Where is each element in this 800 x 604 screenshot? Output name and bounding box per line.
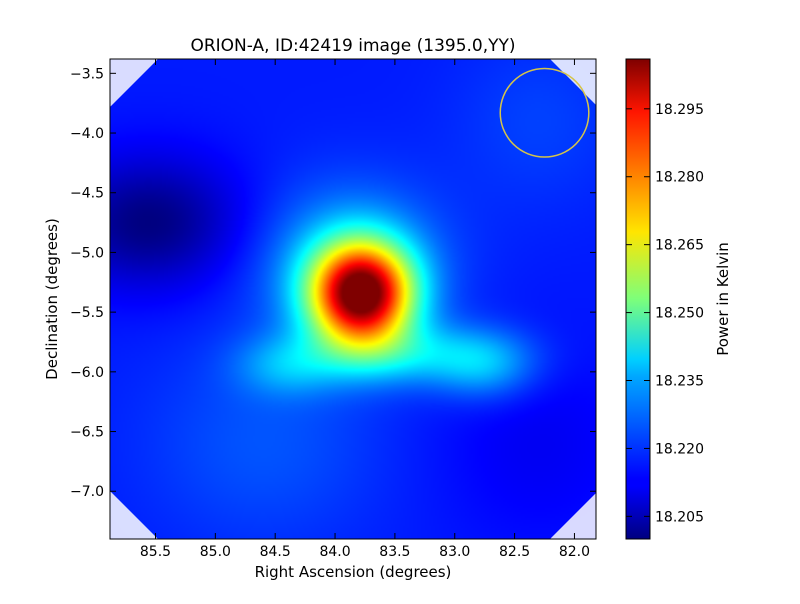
x-tick-label: 85.5	[140, 544, 171, 560]
colorbar-tick-label: 18.280	[655, 170, 704, 186]
corner-mask-bottom-left	[110, 491, 158, 539]
y-tick-label: −7.0	[70, 484, 104, 500]
x-tick-label: 83.0	[439, 544, 470, 560]
x-tick-label: 83.5	[379, 544, 410, 560]
x-axis-ticks: 85.5 85.0 84.5 84.0 83.5 83.0 82.5 82.0	[140, 59, 590, 560]
y-tick-label: −4.0	[70, 126, 104, 142]
plot-frame	[109, 58, 597, 540]
x-tick-label: 82.5	[499, 544, 530, 560]
beam-circle	[499, 67, 590, 158]
corner-mask-top-left	[110, 59, 158, 107]
colorbar-tick-label: 18.235	[655, 374, 704, 390]
y-tick-label: −6.5	[70, 425, 104, 441]
colorbar-ticks: 18.205 18.220 18.235 18.250 18.265 18.280 18.2…	[626, 102, 704, 525]
y-axis-ticks: −3.5 −4.0 −4.5 −5.0 −5.5 −6.0 −6.5 −7.0	[70, 66, 596, 500]
y-tick-label: −3.5	[70, 66, 104, 82]
colorbar-tick-label: 18.265	[655, 238, 704, 254]
x-tick-label: 84.0	[319, 544, 350, 560]
y-tick-label: −6.0	[70, 365, 104, 381]
colorbar-label: Power in Kelvin	[714, 242, 732, 356]
colorbar-tick-label: 18.250	[655, 306, 704, 322]
y-tick-label: −5.0	[70, 245, 104, 261]
colorbar-tick-label: 18.220	[655, 441, 704, 457]
corner-mask-bottom-right	[550, 493, 596, 539]
y-tick-label: −4.5	[70, 186, 104, 202]
y-tick-label: −5.5	[70, 305, 104, 321]
x-tick-label: 85.0	[200, 544, 231, 560]
y-axis-label: Declination (degrees)	[43, 218, 61, 380]
colorbar-tick-label: 18.295	[655, 102, 704, 118]
colorbar-gradient	[625, 58, 651, 540]
colorbar: 18.205 18.220 18.235 18.250 18.265 18.280 18.2…	[625, 58, 732, 540]
x-axis-label: Right Ascension (degrees)	[255, 563, 452, 581]
x-tick-label: 84.5	[260, 544, 291, 560]
x-tick-label: 82.0	[559, 544, 590, 560]
colorbar-tick-label: 18.205	[655, 509, 704, 525]
chart-title: ORION-A, ID:42419 image (1395.0,YY)	[190, 36, 515, 56]
heatmap-image	[110, 59, 596, 539]
heatmap-raster	[110, 59, 596, 539]
